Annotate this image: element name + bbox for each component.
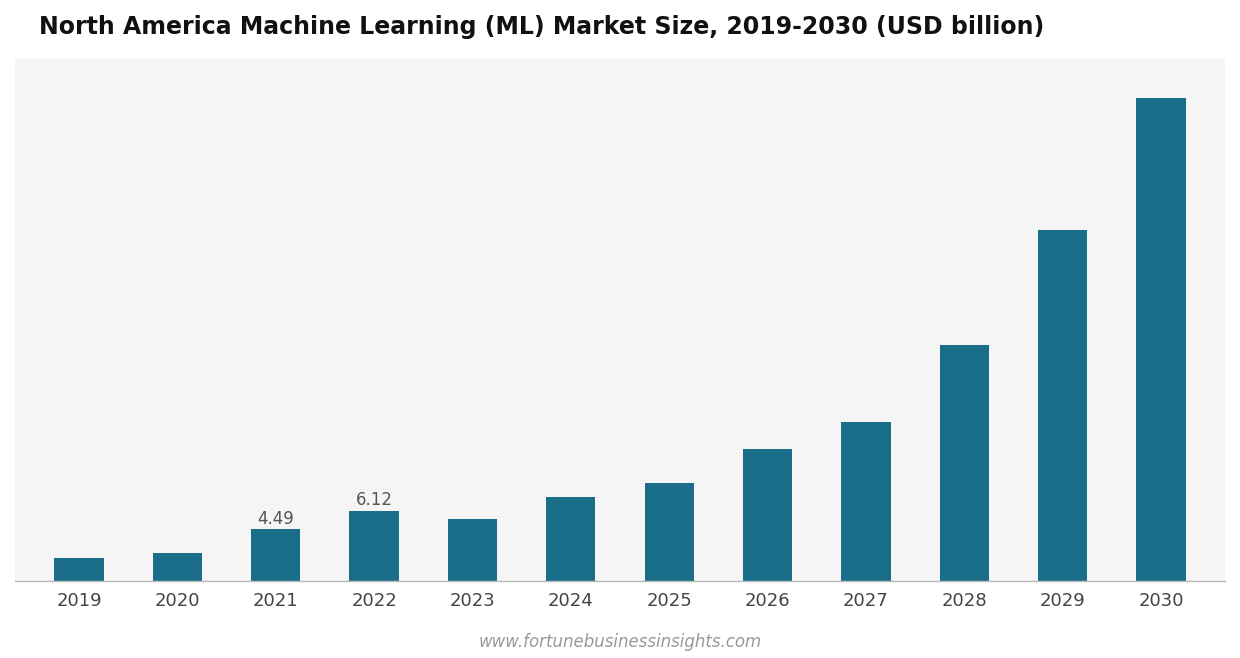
Bar (448, 519, 497, 581)
Bar (940, 345, 990, 581)
Bar (546, 497, 595, 581)
Text: 6.12: 6.12 (356, 491, 393, 509)
Text: North America Machine Learning (ML) Market Size, 2019-2030 (USD billion): North America Machine Learning (ML) Mark… (40, 15, 1044, 39)
Bar (55, 558, 103, 581)
Bar (1038, 230, 1087, 581)
Bar (1137, 97, 1185, 581)
Bar (250, 529, 300, 581)
Bar (842, 422, 890, 581)
Bar (645, 483, 694, 581)
Bar (350, 511, 398, 581)
Text: 4.49: 4.49 (258, 509, 294, 528)
Bar (743, 449, 792, 581)
Text: www.fortunebusinessinsights.com: www.fortunebusinessinsights.com (479, 634, 761, 651)
Bar (153, 553, 202, 581)
